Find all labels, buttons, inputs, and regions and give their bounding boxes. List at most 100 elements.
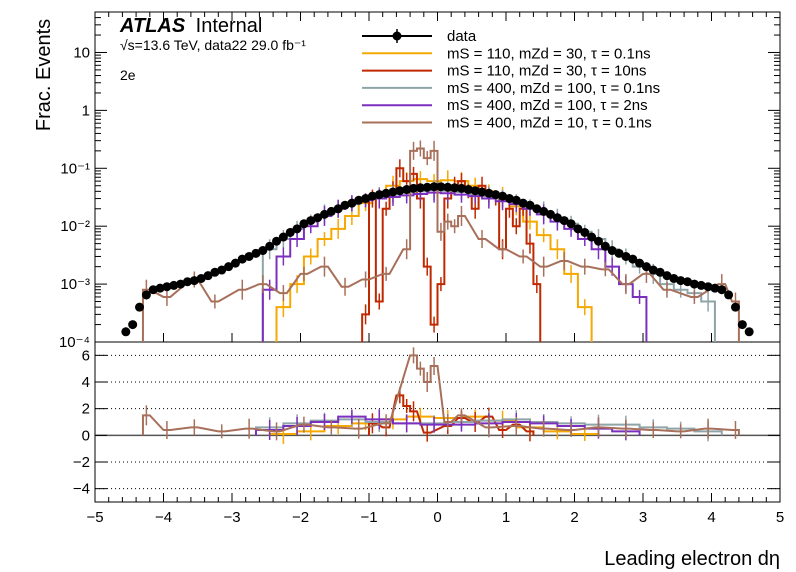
atlas-label: ATLAS Internal: [119, 15, 262, 37]
data-point: [148, 285, 158, 295]
data-point: [683, 277, 693, 287]
data-point: [292, 224, 302, 234]
data-point: [744, 327, 754, 337]
legend-label: data: [447, 28, 477, 45]
ratio-y-tick-label: 2: [82, 401, 90, 418]
y-tick-label: 10⁻²: [60, 218, 90, 235]
legend-entry: mS = 110, mZd = 30, τ = 0.1ns: [362, 45, 651, 62]
data-point: [196, 273, 206, 283]
ratio-y-tick-label: −2: [73, 454, 90, 471]
legend-label: mS = 110, mZd = 30, τ = 10ns: [447, 63, 647, 80]
data-point: [326, 206, 336, 216]
x-tick-label: 1: [502, 509, 510, 526]
data-point: [265, 241, 275, 251]
data-point: [566, 219, 576, 229]
x-tick-label: −3: [223, 509, 240, 526]
data-point: [511, 195, 521, 205]
data-point: [573, 224, 583, 234]
data-point: [340, 200, 350, 210]
data-point: [662, 271, 672, 281]
data-point: [669, 273, 679, 283]
data-point: [251, 248, 261, 258]
data-point: [402, 185, 412, 195]
legend-label: mS = 400, mZd = 10, τ = 0.1ns: [447, 115, 652, 132]
data-point: [285, 227, 295, 237]
data-point: [210, 267, 220, 277]
data-point: [162, 282, 172, 292]
main-panel-series: [141, 140, 740, 342]
data-point: [546, 209, 556, 219]
data-point: [470, 186, 480, 196]
data-point: [354, 195, 364, 205]
data-point: [504, 194, 514, 204]
data-point: [230, 258, 240, 268]
y-axis-title: Frac. Events: [33, 19, 55, 131]
data-point: [244, 251, 254, 261]
data-point: [121, 327, 131, 337]
data-point: [607, 246, 617, 256]
data-point: [628, 254, 638, 264]
data-point: [730, 302, 740, 312]
y-tick-label: 10: [73, 44, 90, 61]
y-tick-label: 10⁻⁴: [59, 334, 90, 351]
data-point: [278, 232, 288, 242]
data-point: [518, 198, 528, 208]
data-point: [272, 236, 282, 246]
x-tick-label: −2: [292, 509, 309, 526]
data-point: [169, 280, 179, 290]
data-point: [422, 182, 432, 192]
data-point: [189, 276, 199, 286]
data-point: [717, 285, 727, 295]
x-tick-label: −1: [360, 509, 377, 526]
x-tick-label: 2: [570, 509, 578, 526]
data-point: [676, 276, 686, 286]
ratio-series-5: [141, 354, 740, 436]
data-point: [498, 191, 508, 201]
ratio-y-tick-label: 4: [82, 374, 90, 391]
data-point: [621, 251, 631, 261]
legend-label: mS = 110, mZd = 30, τ = 0.1ns: [447, 45, 651, 62]
experiment-name: ATLAS: [119, 15, 186, 37]
legend-label: mS = 400, mZd = 100, τ = 2ns: [447, 97, 648, 114]
channel-label: 2e: [120, 67, 136, 83]
data-point: [141, 290, 151, 300]
y-tick-label: 10⁻³: [60, 276, 90, 293]
data-point: [429, 182, 439, 192]
signal-series-5: [141, 147, 740, 342]
energy-line: √s=13.6 TeV, data22 29.0 fb⁻¹: [120, 37, 306, 53]
legend-entry: mS = 110, mZd = 30, τ = 10ns: [362, 63, 647, 80]
data-point: [600, 241, 610, 251]
data-point: [299, 219, 309, 229]
data-point: [552, 213, 562, 223]
data-point: [655, 267, 665, 277]
data-point: [580, 227, 590, 237]
data-point: [525, 200, 535, 210]
data-point: [587, 232, 597, 242]
data-point: [484, 188, 494, 198]
data-point: [333, 204, 343, 214]
data-points: [121, 182, 754, 337]
x-tick-label: 4: [707, 509, 715, 526]
data-point: [703, 282, 713, 292]
data-point: [641, 262, 651, 272]
data-point: [155, 283, 165, 293]
y-tick-label: 10⁻¹: [60, 160, 90, 177]
data-point: [409, 183, 419, 193]
data-point: [491, 190, 501, 200]
data-point: [635, 258, 645, 268]
data-point: [224, 262, 234, 272]
x-tick-label: 5: [776, 509, 784, 526]
ratio-y-tick-label: 0: [82, 427, 90, 444]
data-point: [532, 204, 542, 214]
data-point: [450, 183, 460, 193]
legend-entry: mS = 400, mZd = 10, τ = 0.1ns: [362, 115, 652, 132]
status-label: Internal: [196, 15, 263, 37]
data-point: [374, 190, 384, 200]
ratio-y-tick-label: −4: [73, 481, 90, 498]
data-point: [237, 254, 247, 264]
data-point: [388, 187, 398, 197]
data-point: [258, 246, 268, 256]
data-point: [443, 182, 453, 192]
data-point: [724, 290, 734, 300]
data-point: [347, 198, 357, 208]
